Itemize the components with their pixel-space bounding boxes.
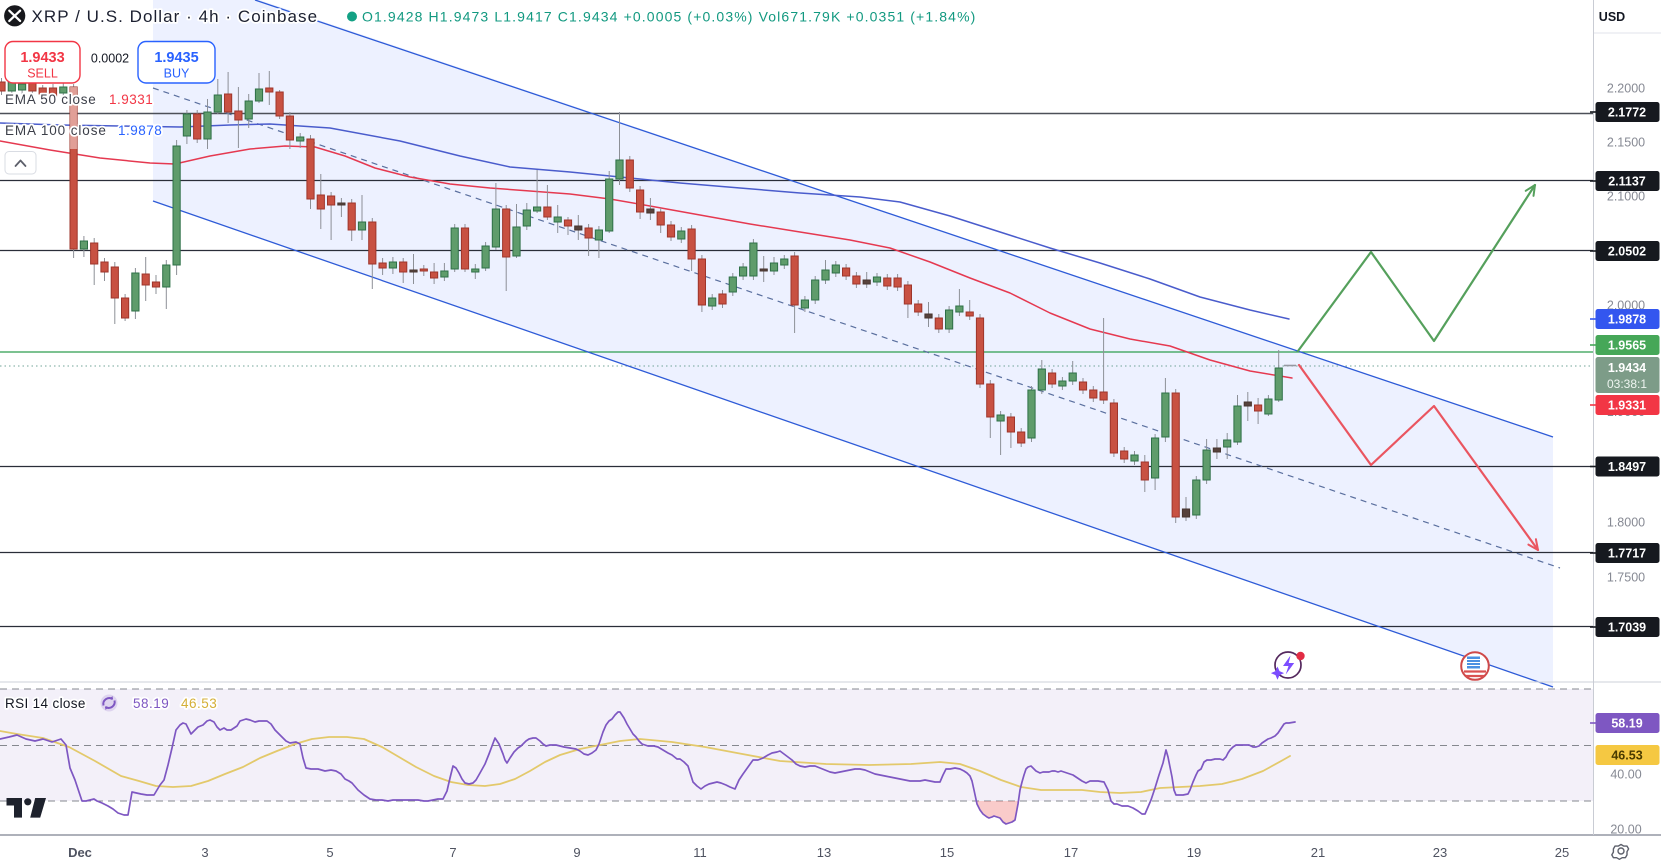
svg-text:USD: USD [1599, 10, 1625, 24]
svg-text:7: 7 [449, 845, 456, 860]
svg-text:1.9565: 1.9565 [1608, 339, 1646, 353]
svg-text:1.9878: 1.9878 [118, 123, 162, 138]
svg-text:O1.9428 H1.9473 L1.9417 C1.943: O1.9428 H1.9473 L1.9417 C1.9434 +0.0005 … [362, 9, 976, 25]
svg-text:2.1137: 2.1137 [1608, 175, 1646, 189]
svg-text:19: 19 [1187, 845, 1201, 860]
svg-text:11: 11 [693, 845, 707, 860]
svg-text:2.1000: 2.1000 [1607, 190, 1645, 204]
svg-text:Dec: Dec [68, 845, 92, 860]
svg-text:25: 25 [1555, 845, 1569, 860]
svg-text:1.9435: 1.9435 [154, 50, 198, 66]
svg-text:20.00: 20.00 [1610, 823, 1641, 837]
svg-text:1.9331: 1.9331 [109, 92, 153, 107]
svg-text:17: 17 [1064, 845, 1078, 860]
svg-text:BUY: BUY [164, 67, 190, 81]
svg-text:46.53: 46.53 [181, 696, 217, 711]
svg-text:40.00: 40.00 [1610, 768, 1641, 782]
svg-text:13: 13 [817, 845, 831, 860]
svg-text:3: 3 [201, 845, 208, 860]
svg-text:1.9331: 1.9331 [1608, 399, 1646, 413]
svg-text:9: 9 [573, 845, 580, 860]
svg-text:5: 5 [326, 845, 333, 860]
svg-text:58.19: 58.19 [1611, 717, 1642, 731]
svg-text:2.1772: 2.1772 [1608, 106, 1646, 120]
svg-text:1.7717: 1.7717 [1608, 547, 1646, 561]
svg-text:1.7039: 1.7039 [1608, 621, 1646, 635]
svg-text:1.7500: 1.7500 [1607, 571, 1645, 585]
svg-text:58.19: 58.19 [133, 696, 169, 711]
svg-text:EMA 100 close: EMA 100 close [5, 123, 107, 138]
svg-text:RSI 14 close: RSI 14 close [5, 696, 86, 711]
svg-text:46.53: 46.53 [1611, 749, 1642, 763]
svg-text:2.1500: 2.1500 [1607, 136, 1645, 150]
svg-text:EMA 50 close: EMA 50 close [5, 92, 97, 107]
svg-text:23: 23 [1433, 845, 1447, 860]
svg-text:15: 15 [940, 845, 954, 860]
svg-text:21: 21 [1311, 845, 1325, 860]
svg-text:2.0502: 2.0502 [1608, 245, 1646, 259]
svg-text:SELL: SELL [27, 67, 58, 81]
svg-text:1.9878: 1.9878 [1608, 313, 1646, 327]
svg-text:XRP / U.S. Dollar · 4h · Coinb: XRP / U.S. Dollar · 4h · Coinbase [32, 7, 319, 26]
svg-text:1.9434: 1.9434 [1608, 361, 1646, 375]
svg-text:1.9433: 1.9433 [20, 50, 64, 66]
svg-text:0.0002: 0.0002 [91, 52, 129, 66]
svg-text:1.8497: 1.8497 [1608, 460, 1646, 474]
svg-text:03:38:1: 03:38:1 [1607, 377, 1647, 391]
svg-text:1.8000: 1.8000 [1607, 516, 1645, 530]
svg-text:2.2000: 2.2000 [1607, 82, 1645, 96]
